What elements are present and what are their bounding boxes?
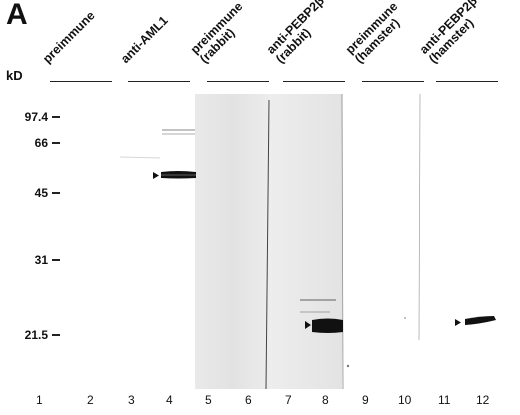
marker-tick	[52, 116, 60, 118]
marker-97-4: 97.4	[0, 110, 62, 124]
lane-number-4: 4	[166, 393, 173, 407]
header-anti-pebp2b-hamster: anti-PEBP2β (hamster)	[417, 0, 520, 88]
lane-number-11: 11	[438, 393, 451, 407]
panel-letter: A	[6, 0, 28, 31]
lane-number-5: 5	[205, 393, 212, 407]
marker-label: 21.5	[24, 328, 48, 342]
marker-tick	[52, 259, 60, 261]
lane-number-9: 9	[362, 393, 369, 407]
strip-edge	[341, 93, 344, 390]
strip-edge	[265, 99, 270, 390]
header-underline	[283, 80, 345, 82]
lane-number-2: 2	[87, 393, 94, 407]
marker-label: 66	[34, 136, 48, 150]
lane-number-3: 3	[128, 393, 135, 407]
marker-label: 97.4	[24, 110, 48, 124]
pebp2b-hamster-arrowhead-icon	[455, 319, 461, 326]
header-underline	[128, 80, 190, 82]
marker-label: 45	[34, 186, 48, 200]
marker-66: 66	[0, 136, 62, 150]
marker-21-5: 21.5	[0, 328, 62, 342]
pebp2b-rabbit-arrowhead-icon	[305, 321, 311, 329]
header-preimmune-hamster: preimmune (hamster)	[343, 0, 452, 88]
pebp2b-hamster-band	[465, 316, 496, 325]
lane-number-10: 10	[398, 393, 412, 407]
lane-number-8: 8	[322, 393, 329, 407]
header-underline	[50, 80, 112, 82]
header-anti-aml1: anti-AML1	[118, 0, 218, 88]
marker-tick	[52, 192, 60, 194]
header-preimmune-rabbit: preimmune (rabbit)	[188, 0, 297, 88]
lane-number-6: 6	[245, 393, 252, 407]
lane-number-7: 7	[285, 393, 292, 407]
lane-number-1: 1	[36, 393, 43, 407]
header-anti-pebp2b-rabbit: anti-PEBP2β (rabbit)	[264, 0, 373, 88]
marker-45: 45	[0, 186, 62, 200]
strip-rabbit-preimmune	[195, 94, 270, 389]
marker-tick	[52, 334, 60, 336]
kd-unit-label: kD	[6, 68, 23, 83]
faint-band	[119, 156, 161, 159]
marker-31: 31	[0, 253, 62, 267]
header-underline	[207, 80, 269, 82]
speck	[346, 364, 350, 368]
lane-number-12: 12	[476, 393, 490, 407]
header-underline	[362, 80, 424, 82]
marker-tick	[52, 142, 60, 144]
pebp2b-rabbit-band	[312, 318, 343, 333]
aml1-arrowhead-icon	[153, 172, 159, 179]
strip-rabbit-anti	[270, 94, 342, 389]
marker-label: 31	[34, 253, 48, 267]
strip-edge	[418, 93, 421, 341]
header-preimmune: preimmune	[40, 0, 140, 88]
speck	[404, 317, 406, 319]
header-underline	[436, 80, 498, 82]
